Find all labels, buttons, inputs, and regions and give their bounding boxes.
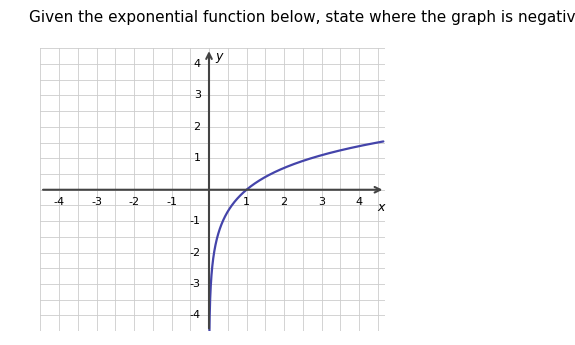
Text: -4: -4 <box>53 197 64 207</box>
Text: 4: 4 <box>194 59 201 69</box>
Text: y: y <box>216 50 223 63</box>
Text: Given the exponential function below, state where the graph is negative.: Given the exponential function below, st… <box>29 10 575 25</box>
Text: 2: 2 <box>194 122 201 132</box>
Text: -1: -1 <box>166 197 177 207</box>
Text: -3: -3 <box>91 197 102 207</box>
Text: -2: -2 <box>190 248 201 258</box>
Text: 3: 3 <box>318 197 325 207</box>
Text: 1: 1 <box>194 153 201 163</box>
Text: 4: 4 <box>355 197 363 207</box>
Text: 3: 3 <box>194 90 201 100</box>
Text: -1: -1 <box>190 216 201 226</box>
Text: 2: 2 <box>281 197 288 207</box>
Text: x: x <box>377 201 385 214</box>
Text: -4: -4 <box>190 310 201 321</box>
Text: -3: -3 <box>190 279 201 289</box>
Text: -2: -2 <box>128 197 140 207</box>
Text: 1: 1 <box>243 197 250 207</box>
